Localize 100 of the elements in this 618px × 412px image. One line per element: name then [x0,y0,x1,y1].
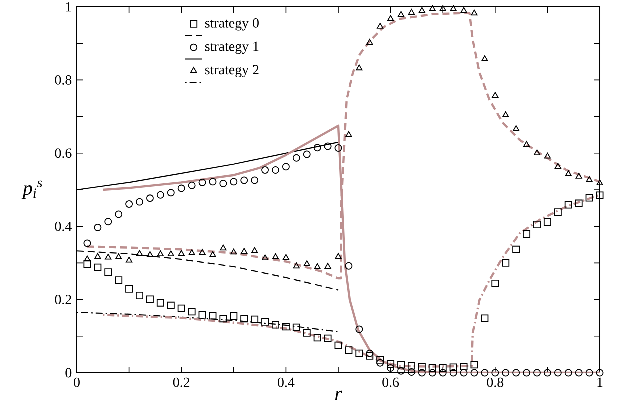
point [460,363,468,371]
point [398,361,405,369]
point [470,361,478,369]
point [334,342,342,350]
point [356,350,364,358]
point [84,256,91,262]
point [324,334,332,342]
point [586,369,594,377]
point [356,64,363,71]
point [502,369,510,377]
y-tick-label: 0 [66,368,72,378]
point [282,254,290,260]
point [345,346,353,354]
point [376,359,384,367]
point [314,334,322,342]
point [105,254,112,260]
point [418,369,426,377]
point [502,259,510,267]
point [282,163,290,171]
point [84,240,92,248]
point [209,312,217,320]
point [492,369,500,377]
point [116,254,122,260]
point [596,369,604,377]
point [428,364,436,372]
point [198,311,206,319]
point [188,250,196,256]
point [428,369,436,377]
point [146,194,154,202]
point [178,250,185,256]
point [418,363,426,371]
point [241,248,248,254]
point [198,178,206,186]
point [240,315,248,323]
point [188,308,196,316]
point [292,154,300,162]
point [387,364,395,372]
point [272,321,280,329]
point [450,5,457,12]
point [544,369,552,377]
point [178,304,186,312]
legend-label: strategy 2 [205,65,259,78]
point [167,189,175,197]
point [387,360,395,368]
point [523,369,531,377]
point [564,369,572,377]
point [554,369,562,377]
point [324,142,332,150]
point [388,15,394,22]
x-tick-label: 0 [74,378,80,388]
point [293,262,300,269]
y-tick-label: 0.6 [55,148,72,158]
point [544,152,551,159]
point [104,268,112,276]
point [303,150,311,158]
point [366,352,374,360]
point [156,299,164,307]
point [356,326,364,334]
point [512,369,520,377]
point [418,7,426,14]
point [262,318,270,326]
point [230,312,238,320]
point [534,369,541,377]
point [272,166,280,174]
point [460,7,468,14]
point [292,324,300,332]
point [94,224,102,232]
point [596,180,604,186]
y-tick-label: 1 [66,2,72,12]
point [146,296,154,304]
point [523,141,530,148]
point [492,92,499,98]
point [429,5,436,12]
point [576,173,582,179]
point [366,39,374,45]
point [575,200,583,208]
point [251,316,259,324]
point [324,263,332,269]
point [178,184,186,192]
point [314,263,321,270]
point [334,144,342,152]
point [534,150,541,156]
point [210,251,216,258]
point [345,262,353,270]
point [167,302,175,310]
point [240,176,248,184]
point [450,369,458,377]
point [398,367,405,375]
point [502,112,510,118]
point [272,254,280,260]
point [482,56,488,62]
point [565,170,572,176]
x-tick-label: 0.8 [487,378,504,388]
point [94,264,102,272]
point [512,246,520,254]
y-tick-label: 0.8 [55,75,72,85]
point [481,369,489,377]
y-axis-title: p$_{i}$s [22,180,42,200]
point [450,364,458,372]
point [586,194,594,202]
